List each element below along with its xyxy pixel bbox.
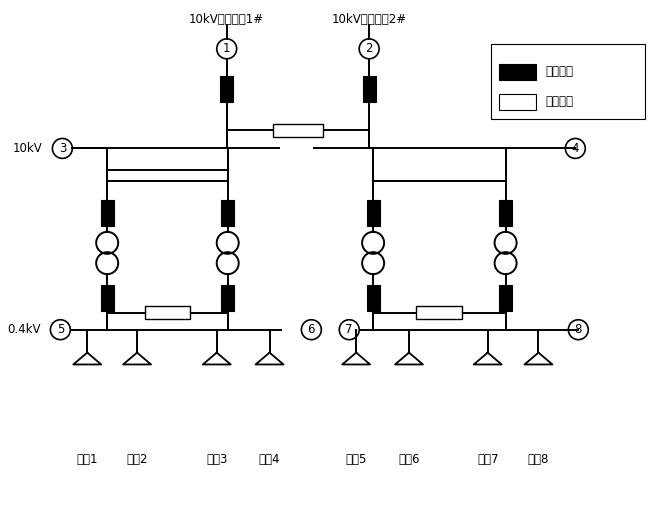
Text: 10kV电源进线1#: 10kV电源进线1# — [189, 13, 264, 26]
Text: 设备3: 设备3 — [206, 453, 228, 466]
Text: 开关断开: 开关断开 — [545, 95, 573, 108]
Text: 设备5: 设备5 — [346, 453, 367, 466]
Text: 设备7: 设备7 — [477, 453, 499, 466]
Bar — [220, 76, 233, 102]
Bar — [499, 200, 512, 226]
Bar — [367, 285, 380, 311]
Bar — [417, 306, 462, 319]
Text: 3: 3 — [58, 142, 66, 155]
Bar — [273, 123, 323, 138]
Text: 5: 5 — [56, 323, 64, 336]
Bar — [367, 200, 380, 226]
Bar — [499, 285, 512, 311]
Bar — [221, 285, 234, 311]
Text: 设备1: 设备1 — [77, 453, 98, 466]
Text: 设备4: 设备4 — [258, 453, 280, 466]
Bar — [221, 200, 234, 226]
Text: 4: 4 — [571, 142, 579, 155]
Text: 设备6: 设备6 — [398, 453, 420, 466]
Text: 2: 2 — [365, 42, 373, 55]
Text: 设备8: 设备8 — [528, 453, 549, 466]
Bar — [491, 44, 645, 118]
Text: 7: 7 — [346, 323, 353, 336]
Bar — [144, 306, 190, 319]
Bar — [499, 93, 537, 110]
Text: 开关闭合: 开关闭合 — [545, 65, 573, 78]
Bar — [499, 64, 537, 80]
Text: 1: 1 — [223, 42, 230, 55]
Text: 设备2: 设备2 — [127, 453, 148, 466]
Text: 10kV电源进线2#: 10kV电源进线2# — [331, 13, 407, 26]
Text: 6: 6 — [308, 323, 315, 336]
Text: 0.4kV: 0.4kV — [7, 323, 41, 336]
Text: 10kV: 10kV — [12, 142, 43, 155]
Bar — [101, 285, 113, 311]
Text: 8: 8 — [575, 323, 582, 336]
Bar — [363, 76, 376, 102]
Bar — [101, 200, 113, 226]
